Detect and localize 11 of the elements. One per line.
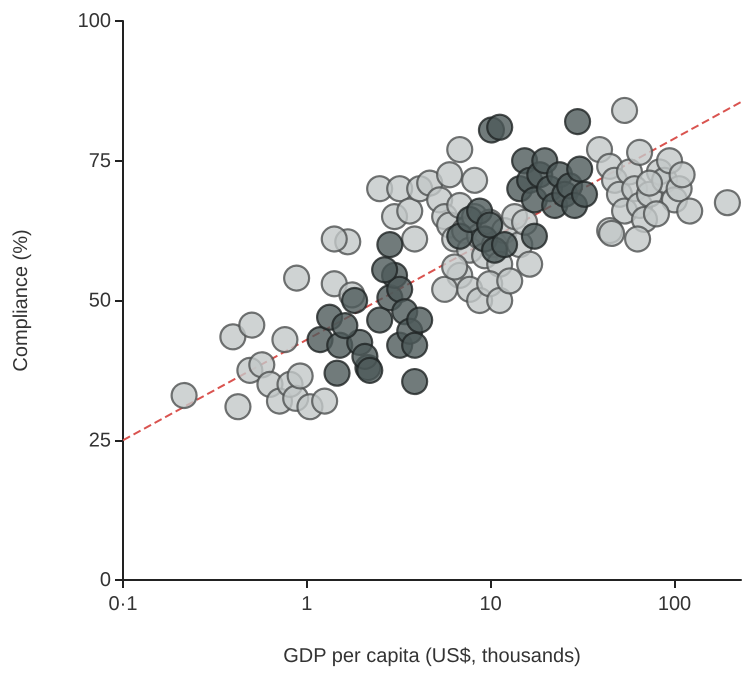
y-tick-label: 0 xyxy=(100,569,111,591)
x-tick-label: 10 xyxy=(480,593,502,615)
y-tick-label: 25 xyxy=(88,429,111,452)
x-tick-label: 1 xyxy=(301,593,312,615)
x-tick-label: 0·1 xyxy=(108,593,138,615)
x-tick-label: 100 xyxy=(658,593,692,615)
y-tick-label: 100 xyxy=(78,10,111,32)
y-axis-title: Compliance (%) xyxy=(10,229,32,372)
y-tick-label: 50 xyxy=(88,290,111,312)
y-tick-label: 75 xyxy=(88,150,111,172)
x-axis-title: GDP per capita (US$, thousands) xyxy=(283,645,581,667)
